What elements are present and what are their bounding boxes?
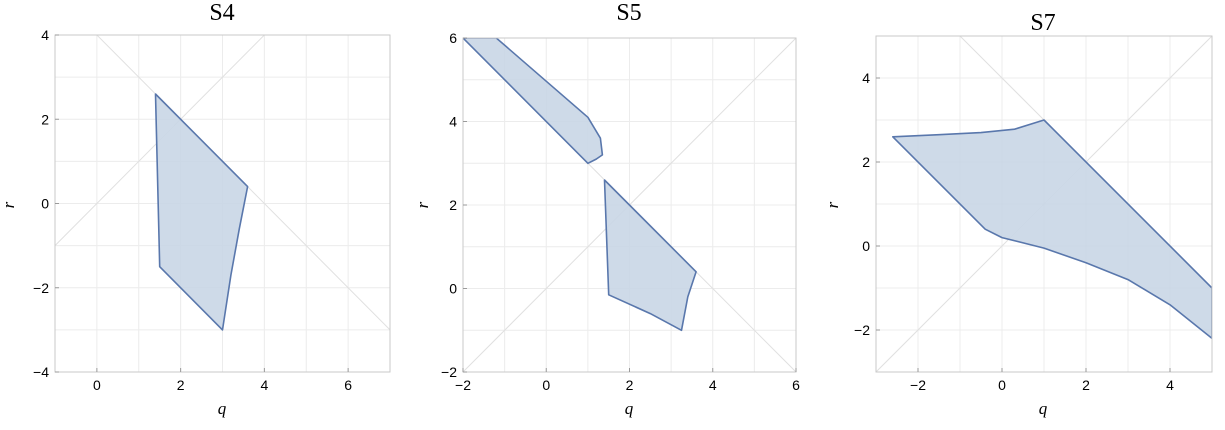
y-tick-label: −2 xyxy=(854,322,870,338)
feasible-region xyxy=(891,119,1212,340)
x-axis-label: q xyxy=(218,399,227,418)
y-axis-label: r xyxy=(413,201,432,208)
y-tick-label: 0 xyxy=(862,238,870,254)
plot-area xyxy=(463,38,796,372)
feasible-region xyxy=(603,179,697,332)
chart-panel-s5: S5 q r −2 0 2 4 6 −2 0 2 4 6 xyxy=(413,0,800,418)
y-tick-label: −4 xyxy=(33,364,49,380)
chart-panel-s4: S4 q r 0 2 4 6 −4 −2 0 2 4 xyxy=(0,0,391,418)
x-tick-label: 0 xyxy=(93,377,101,393)
y-tick-label: 4 xyxy=(862,70,870,86)
x-tick-label: 6 xyxy=(792,377,800,393)
x-tick-label: 0 xyxy=(998,377,1006,393)
chart-title: S5 xyxy=(616,0,641,26)
x-tick-label: 4 xyxy=(709,377,717,393)
y-tick-label: 4 xyxy=(449,114,457,130)
y-tick-label: 0 xyxy=(449,281,457,297)
y-tick-label: 2 xyxy=(41,111,49,127)
x-tick-label: −2 xyxy=(455,377,471,393)
y-axis-label: r xyxy=(0,201,18,208)
x-tick-label: 2 xyxy=(1082,377,1090,393)
x-tick-label: 6 xyxy=(344,377,352,393)
guide-line xyxy=(55,35,266,246)
y-tick-label: 2 xyxy=(862,154,870,170)
feasible-region xyxy=(463,38,604,165)
y-tick-label: 6 xyxy=(449,30,457,46)
chart-panel-s7: S7 q r −2 0 2 4 −2 0 2 4 xyxy=(823,10,1213,418)
plot-frame xyxy=(875,35,1213,373)
y-tick-label: 2 xyxy=(449,197,457,213)
y-tick-label: 0 xyxy=(41,196,49,212)
y-axis-label: r xyxy=(823,201,842,208)
y-tick-label: −2 xyxy=(33,280,49,296)
chart-title: S7 xyxy=(1030,10,1055,36)
x-axis-label: q xyxy=(625,399,634,418)
plot-area xyxy=(876,36,1212,372)
x-axis-label: q xyxy=(1039,399,1048,418)
x-tick-label: 4 xyxy=(1166,377,1174,393)
x-tick-label: 2 xyxy=(177,377,185,393)
chart-title: S4 xyxy=(209,0,234,26)
y-tick-label: 4 xyxy=(41,27,49,43)
feasible-region xyxy=(154,93,249,331)
x-tick-label: 2 xyxy=(626,377,634,393)
x-tick-label: 0 xyxy=(542,377,550,393)
y-tick-label: −2 xyxy=(441,364,457,380)
x-tick-label: 4 xyxy=(260,377,268,393)
plot-area xyxy=(55,35,390,372)
x-tick-label: −2 xyxy=(910,377,926,393)
